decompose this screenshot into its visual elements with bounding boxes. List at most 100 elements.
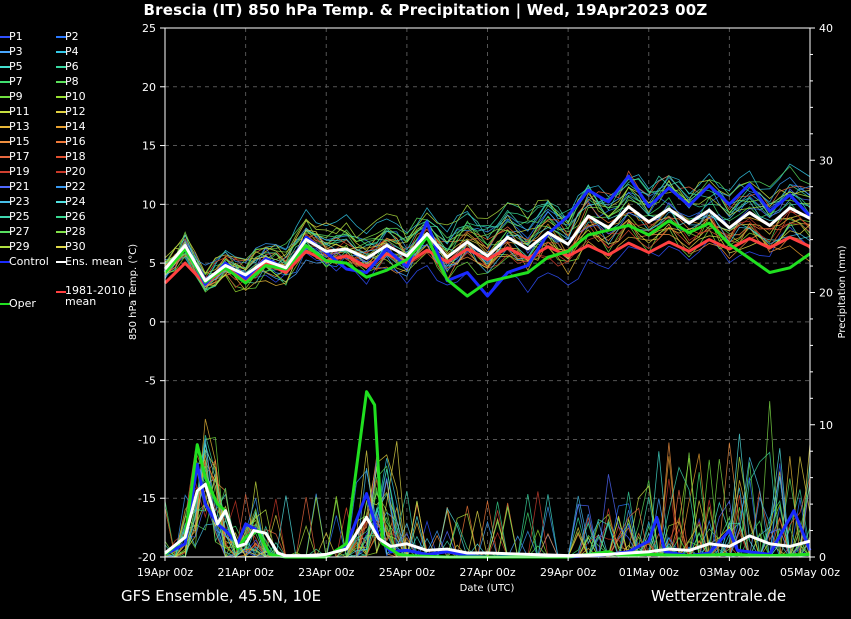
legend-swatch bbox=[0, 231, 10, 233]
legend-swatch bbox=[0, 246, 10, 248]
series-ens-mean-temp bbox=[163, 205, 811, 283]
footer-site: Wetterzentrale.de bbox=[651, 587, 787, 605]
y-tick-label: 20 bbox=[142, 81, 156, 94]
member-temp-line bbox=[164, 177, 811, 292]
legend-label: P17 bbox=[9, 150, 30, 163]
legend-swatch bbox=[56, 246, 66, 248]
legend-label: P9 bbox=[9, 90, 23, 103]
legend-label: P2 bbox=[65, 30, 79, 43]
legend-swatch bbox=[0, 186, 10, 188]
legend-label: Control bbox=[9, 255, 49, 268]
legend-swatch bbox=[0, 96, 10, 98]
footer-source: GFS Ensemble, 45.5N, 10E bbox=[121, 587, 322, 605]
x-tick-label: 01May 00z bbox=[619, 566, 679, 579]
legend-label: Oper bbox=[9, 297, 36, 310]
legend-label: P25 bbox=[9, 210, 30, 223]
series-oper-precip bbox=[164, 390, 811, 559]
legend-swatch bbox=[56, 126, 66, 128]
y-tick-label: 15 bbox=[142, 140, 156, 153]
legend-swatch bbox=[0, 303, 10, 305]
y-tick-label: -20 bbox=[138, 551, 156, 564]
legend-swatch bbox=[0, 216, 10, 218]
axis-ticks: 25 20 15 10 5 0 -5 -10 -15 -20 40 30 20 10 0 19Apr 00z 2… bbox=[137, 22, 840, 579]
member-temp-line bbox=[164, 165, 811, 290]
legend-label: P23 bbox=[9, 195, 30, 208]
legend-swatch bbox=[56, 261, 66, 263]
legend-swatch bbox=[56, 96, 66, 98]
legend-label: P5 bbox=[9, 60, 23, 73]
member-temp-line bbox=[164, 216, 811, 291]
legend-swatch bbox=[56, 291, 66, 293]
x-tick-label: 19Apr 00z bbox=[137, 566, 194, 579]
x-tick-label: 05May 00z bbox=[780, 566, 840, 579]
chart-title: Brescia (IT) 850 hPa Temp. & Precipitati… bbox=[143, 1, 708, 19]
member-temp-line bbox=[164, 186, 811, 285]
legend-label: P22 bbox=[65, 180, 86, 193]
series-oper-temp bbox=[163, 219, 811, 298]
legend-label: P11 bbox=[9, 105, 30, 118]
member-temp-line bbox=[164, 179, 811, 281]
y2-tick-label: 0 bbox=[819, 551, 826, 564]
x-axis-label: Date (UTC) bbox=[460, 583, 515, 594]
legend-swatch bbox=[0, 66, 10, 68]
legend-label: P29 bbox=[9, 240, 30, 253]
legend-label: P10 bbox=[65, 90, 86, 103]
legend-swatch bbox=[56, 216, 66, 218]
y-tick-label: -5 bbox=[145, 375, 156, 388]
grid-lines bbox=[164, 27, 811, 558]
legend-label: P15 bbox=[9, 135, 30, 148]
legend-label: P19 bbox=[9, 165, 30, 178]
member-temp-line bbox=[164, 174, 811, 283]
legend-swatch bbox=[0, 141, 10, 143]
y-tick-label: 0 bbox=[149, 316, 156, 329]
legend-swatch bbox=[0, 261, 10, 263]
y-tick-label: -10 bbox=[138, 433, 156, 446]
legend-label: P7 bbox=[9, 75, 23, 88]
legend-label: 1981-2010 mean bbox=[65, 284, 125, 308]
y-tick-label: 25 bbox=[142, 22, 156, 35]
legend-swatch bbox=[56, 201, 66, 203]
legend-swatch bbox=[0, 36, 10, 38]
legend-swatch bbox=[56, 156, 66, 158]
legend-swatch bbox=[0, 111, 10, 113]
legend-label: P1 bbox=[9, 30, 23, 43]
legend-label: P8 bbox=[65, 75, 79, 88]
x-tick-label: 23Apr 00z bbox=[298, 566, 355, 579]
y-tick-label: 5 bbox=[149, 257, 156, 270]
legend-label: P27 bbox=[9, 225, 30, 238]
legend-label: P12 bbox=[65, 105, 86, 118]
y2-axis-label: Precipitation (mm) bbox=[837, 245, 848, 338]
legend-label: P21 bbox=[9, 180, 30, 193]
x-tick-label: 03May 00z bbox=[699, 566, 759, 579]
legend-swatch bbox=[0, 171, 10, 173]
legend-swatch bbox=[0, 81, 10, 83]
legend-label: P14 bbox=[65, 120, 86, 133]
member-temp-line bbox=[164, 202, 811, 288]
x-tick-label: 27Apr 00z bbox=[459, 566, 516, 579]
legend-label: P26 bbox=[65, 210, 86, 223]
legend-swatch bbox=[56, 111, 66, 113]
legend-swatch bbox=[56, 141, 66, 143]
y2-tick-label: 30 bbox=[819, 154, 833, 167]
legend-swatch bbox=[0, 51, 10, 53]
legend-swatch bbox=[56, 81, 66, 83]
legend-label: P30 bbox=[65, 240, 86, 253]
y2-tick-label: 10 bbox=[819, 419, 833, 432]
x-tick-label: 29Apr 00z bbox=[540, 566, 597, 579]
main-series-lines bbox=[163, 174, 812, 559]
legend-swatch bbox=[56, 51, 66, 53]
x-tick-label: 25Apr 00z bbox=[379, 566, 436, 579]
legend-swatch bbox=[56, 171, 66, 173]
x-tick-label: 21Apr 00z bbox=[217, 566, 274, 579]
legend-swatch bbox=[56, 186, 66, 188]
legend-label: P4 bbox=[65, 45, 79, 58]
legend-swatch bbox=[56, 231, 66, 233]
legend-swatch bbox=[56, 36, 66, 38]
legend-label: P20 bbox=[65, 165, 86, 178]
legend-swatch bbox=[0, 156, 10, 158]
y-axis-label: 850 hPa Temp. (°C) bbox=[128, 244, 139, 340]
y2-tick-label: 40 bbox=[819, 22, 833, 35]
y2-tick-label: 20 bbox=[819, 287, 833, 300]
